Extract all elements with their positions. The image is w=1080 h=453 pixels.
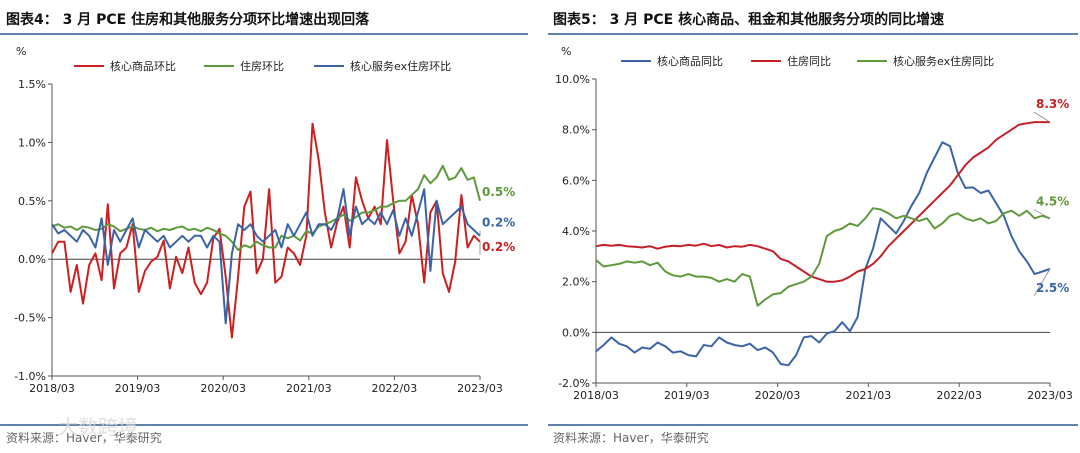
chart2-y-tick-label: 8.0% — [562, 124, 590, 137]
chart1-y-tick-label: 1.5% — [18, 78, 46, 91]
chart2-y-tick-label: 6.0% — [562, 174, 590, 187]
chart2-x-tick-label: 2020/03 — [755, 389, 801, 402]
chart2-source: 资料来源：Haver，华泰研究 — [553, 430, 709, 445]
chart1-series-line-2 — [51, 164, 481, 251]
chart1-y-tick-label: -1.0% — [14, 370, 46, 383]
chart2-end-label-3: 4.5% — [1036, 195, 1069, 209]
watermark-text: 大数跨境 — [58, 415, 138, 439]
chart1-title: 图表4： 3 月 PCE 住房和其他服务分项环比增速出现回落 — [6, 11, 370, 28]
chart1-x-tick-label: 2022/03 — [372, 382, 418, 395]
chart2-title: 图表5： 3 月 PCE 核心商品、租金和其他服务分项的同比增速 — [553, 11, 944, 28]
watermark: 大数跨境 — [58, 415, 138, 439]
chart1-legend-label-3: 核心服务ex住房环比 — [350, 59, 451, 73]
chart1-x-tick-label: 2020/03 — [200, 382, 246, 395]
chart2-series-line-2 — [595, 121, 1050, 283]
chart2-y-tick-label: -2.0% — [558, 377, 590, 390]
chart-right-panel: 图表5： 3 月 PCE 核心商品、租金和其他服务分项的同比增速% 核心商品同比 住… — [548, 11, 1078, 445]
chart2-series-line-1 — [595, 141, 1051, 367]
chart1-series-line-3 — [51, 188, 481, 325]
chart2-legend-label-2: 住房同比 — [787, 54, 831, 68]
chart1-end-label-3: 0.2% — [482, 215, 515, 229]
chart2-legend-label-1: 核心商品同比 — [657, 54, 723, 68]
chart2-end-label-2: 8.3% — [1036, 97, 1069, 111]
chart1-legend-label-2: 住房环比 — [240, 59, 284, 73]
chart2-y-tick-label: 2.0% — [562, 276, 590, 289]
chart1-series-line-1 — [51, 122, 481, 339]
chart1-y-tick-label: 0.5% — [18, 195, 46, 208]
chart2-y-unit: % — [561, 45, 571, 58]
chart1-source: 资料来源：Haver，华泰研究 — [6, 430, 162, 445]
chart2-x-tick-label: 2022/03 — [936, 389, 982, 402]
chart1-y-tick-label: 0.0% — [18, 253, 46, 266]
chart2-end-label-leader-1 — [1033, 268, 1051, 297]
chart1-x-tick-label: 2019/03 — [115, 382, 161, 395]
chart2-end-label-leader-3 — [1033, 209, 1051, 219]
chart2-x-tick-label: 2018/03 — [573, 389, 619, 402]
chart2-x-tick-label: 2021/03 — [846, 389, 892, 402]
chart2-series-line-3 — [595, 207, 1051, 307]
chart1-x-tick-label: 2023/03 — [457, 382, 503, 395]
chart1-y-unit: % — [16, 45, 26, 58]
chart1-legend-label-1: 核心商品环比 — [110, 59, 176, 73]
chart2-x-tick-label: 2019/03 — [664, 389, 710, 402]
chart1-x-tick-label: 2018/03 — [29, 382, 75, 395]
chart1-y-tick-label: -0.5% — [14, 312, 46, 325]
chart2-end-label-leader-2 — [1033, 111, 1051, 123]
chart2-y-tick-label: 0.0% — [562, 326, 590, 339]
chart1-y-tick-label: 1.0% — [18, 136, 46, 149]
chart-left-panel: 图表4： 3 月 PCE 住房和其他服务分项环比增速出现回落% 核心商品环比 住房环… — [0, 11, 528, 445]
chart2-legend-label-3: 核心服务ex住房同比 — [893, 54, 994, 68]
chart2-end-label-1: 2.5% — [1036, 281, 1069, 295]
chart1-end-label-1: 0.2% — [482, 240, 515, 254]
chart2-y-tick-label: 10.0% — [555, 73, 590, 86]
chart2-x-tick-label: 2023/03 — [1027, 389, 1073, 402]
chart1-end-label-2: 0.5% — [482, 185, 515, 199]
chart2-y-tick-label: 4.0% — [562, 225, 590, 238]
chart1-x-tick-label: 2021/03 — [286, 382, 332, 395]
